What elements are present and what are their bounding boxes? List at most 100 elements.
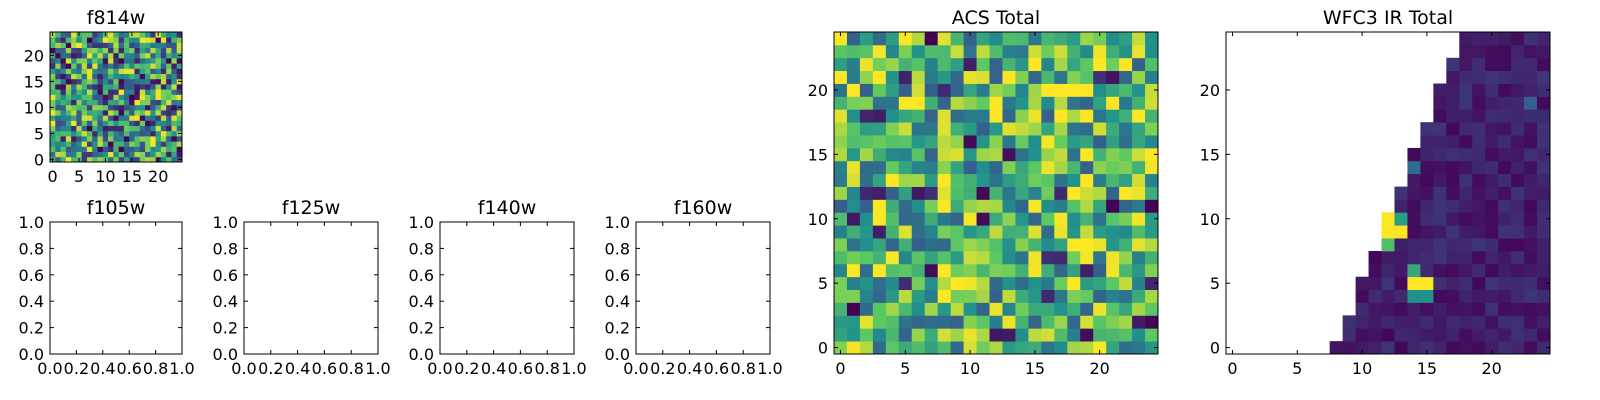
heatmap-cell xyxy=(1080,250,1094,265)
heatmap-cell xyxy=(1028,135,1042,149)
heatmap-cell xyxy=(1015,315,1029,329)
heatmap-cell xyxy=(846,83,861,97)
heatmap-cell xyxy=(60,37,67,43)
heatmap-cell xyxy=(1119,83,1133,97)
heatmap-cell xyxy=(102,47,109,54)
heatmap-cell xyxy=(65,84,72,90)
heatmap-cell xyxy=(1433,186,1447,200)
heatmap-cell xyxy=(1524,32,1538,46)
heatmap-cell xyxy=(859,135,874,149)
heatmap-cell xyxy=(1446,96,1460,110)
heatmap-cell xyxy=(1446,212,1460,226)
heatmap-cell xyxy=(150,141,156,147)
heatmap-cell xyxy=(129,42,135,48)
heatmap-cell xyxy=(846,147,861,162)
heatmap-cell xyxy=(81,94,88,100)
heatmap-cell xyxy=(1485,160,1499,175)
heatmap-cell xyxy=(1433,122,1447,136)
heatmap-cell xyxy=(1485,83,1499,97)
heatmap-cell xyxy=(976,122,990,136)
heatmap-cell xyxy=(963,135,977,149)
heatmap-cell xyxy=(81,110,88,116)
heatmap-cell xyxy=(97,47,104,54)
heatmap-cell xyxy=(166,136,172,142)
heatmap-cell xyxy=(97,156,104,163)
heatmap-cell xyxy=(1485,212,1499,226)
heatmap-cell xyxy=(1498,57,1512,72)
heatmap-cell xyxy=(166,52,172,59)
heatmap-cell xyxy=(937,212,952,226)
heatmap-cell xyxy=(171,115,178,121)
heatmap-cell xyxy=(924,83,939,97)
x-tick-label: 15 xyxy=(1417,359,1437,378)
heatmap-cell xyxy=(1511,250,1525,265)
heatmap-cell xyxy=(1420,122,1434,136)
heatmap-cell xyxy=(129,146,135,152)
heatmap-cell xyxy=(1433,302,1447,316)
heatmap-cell xyxy=(1511,225,1525,239)
heatmap-cell xyxy=(834,238,848,252)
heatmap-cell xyxy=(71,120,77,126)
heatmap-cell xyxy=(1485,263,1499,278)
heatmap-cell xyxy=(1145,44,1159,59)
heatmap-cell xyxy=(1041,289,1055,303)
heatmap-cell xyxy=(1002,135,1016,149)
heatmap-cell xyxy=(872,109,887,123)
heatmap-cell xyxy=(150,32,156,38)
heatmap-cell xyxy=(950,186,964,200)
heatmap-cell xyxy=(1041,263,1055,278)
heatmap-cell xyxy=(1119,276,1133,290)
heatmap-cell xyxy=(113,68,120,74)
heatmap-cell xyxy=(1459,32,1473,46)
heatmap-cell xyxy=(118,104,125,111)
heatmap-cell xyxy=(76,89,83,95)
heatmap-cell xyxy=(1132,225,1146,239)
heatmap-cell xyxy=(1067,173,1081,187)
heatmap-cell xyxy=(885,302,900,316)
heatmap-cell xyxy=(160,68,167,74)
heatmap-cell xyxy=(911,57,926,72)
heatmap-cell xyxy=(1485,302,1499,316)
heatmap-cell xyxy=(134,84,141,90)
heatmap-cell xyxy=(86,120,93,126)
y-tick-label: 0.4 xyxy=(605,292,630,311)
heatmap-cell xyxy=(60,125,67,132)
heatmap-cell xyxy=(950,160,964,175)
heatmap-cell xyxy=(50,115,56,121)
heatmap-cell xyxy=(1537,315,1551,329)
heatmap-cell xyxy=(937,135,952,149)
heatmap-cell xyxy=(1028,341,1042,355)
heatmap-cell xyxy=(145,156,151,163)
heatmap-cell xyxy=(859,212,874,226)
heatmap-cell xyxy=(1145,328,1159,342)
heatmap-cell xyxy=(937,173,952,187)
heatmap-cell xyxy=(950,302,964,316)
heatmap-cell xyxy=(1002,225,1016,239)
heatmap-cell xyxy=(1145,32,1159,46)
heatmap-cell xyxy=(1054,96,1068,110)
heatmap-cell xyxy=(60,136,67,142)
heatmap-cell xyxy=(139,104,146,111)
heatmap-cell xyxy=(1041,341,1055,355)
heatmap-cell xyxy=(92,141,98,147)
heatmap-cell xyxy=(1329,341,1344,355)
heatmap-cell xyxy=(76,120,83,126)
heatmap-cell xyxy=(65,141,72,147)
heatmap-cell xyxy=(171,125,178,132)
x-tick-label: 15 xyxy=(1025,359,1045,378)
heatmap-cell xyxy=(65,130,72,137)
heatmap-cell xyxy=(1015,289,1029,303)
heatmap-cell xyxy=(911,212,926,226)
heatmap-cell xyxy=(1067,276,1081,290)
heatmap-cell xyxy=(834,289,848,303)
heatmap-cell xyxy=(97,94,104,100)
heatmap-cell xyxy=(1080,276,1094,290)
heatmap-cell xyxy=(76,37,83,43)
heatmap-cell xyxy=(1498,44,1512,59)
heatmap-cell xyxy=(118,141,125,147)
heatmap-cell xyxy=(1498,289,1512,303)
heatmap-cell xyxy=(134,58,141,64)
heatmap-cell xyxy=(1106,32,1120,46)
